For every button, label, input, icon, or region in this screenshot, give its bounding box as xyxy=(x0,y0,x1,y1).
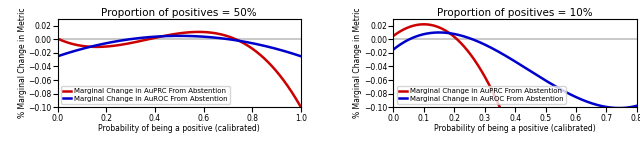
Marginal Change in AuROC From Abstention xyxy=(297,55,305,57)
Marginal Change in AuROC From Abstention xyxy=(54,55,61,57)
Marginal Change in AuROC From Abstention xyxy=(172,35,180,37)
Marginal Change in AuROC From Abstention xyxy=(616,107,623,109)
Y-axis label: % Marginal Change in Metric: % Marginal Change in Metric xyxy=(17,8,27,118)
Marginal Change in AuPRC From Abstention xyxy=(195,31,202,33)
Marginal Change in AuROC From Abstention xyxy=(626,106,634,108)
Line: Marginal Change in AuROC From Abstention: Marginal Change in AuROC From Abstention xyxy=(394,32,637,108)
Marginal Change in AuPRC From Abstention xyxy=(54,38,61,39)
Line: Marginal Change in AuPRC From Abstention: Marginal Change in AuPRC From Abstention xyxy=(394,24,637,145)
Marginal Change in AuPRC From Abstention xyxy=(166,34,173,36)
Marginal Change in AuROC From Abstention xyxy=(246,42,253,44)
Marginal Change in AuPRC From Abstention xyxy=(508,136,516,138)
Marginal Change in AuROC From Abstention xyxy=(502,55,509,57)
Marginal Change in AuPRC From Abstention xyxy=(402,28,410,29)
Line: Marginal Change in AuPRC From Abstention: Marginal Change in AuPRC From Abstention xyxy=(58,32,301,107)
Marginal Change in AuROC From Abstention xyxy=(508,59,516,60)
X-axis label: Probability of being a positive (calibrated): Probability of being a positive (calibra… xyxy=(99,124,260,133)
Marginal Change in AuPRC From Abstention xyxy=(420,23,428,25)
Marginal Change in AuPRC From Abstention xyxy=(290,95,298,96)
Line: Marginal Change in AuROC From Abstention: Marginal Change in AuROC From Abstention xyxy=(58,36,301,56)
Marginal Change in AuROC From Abstention xyxy=(166,35,173,37)
Title: Proportion of positives = 10%: Proportion of positives = 10% xyxy=(437,8,593,18)
X-axis label: Probability of being a positive (calibrated): Probability of being a positive (calibra… xyxy=(435,124,596,133)
Y-axis label: % Marginal Change in Metric: % Marginal Change in Metric xyxy=(353,8,362,118)
Marginal Change in AuROC From Abstention xyxy=(626,106,634,108)
Legend: Marginal Change in AuPRC From Abstention, Marginal Change in AuROC From Abstenti: Marginal Change in AuPRC From Abstention… xyxy=(61,86,230,104)
Legend: Marginal Change in AuPRC From Abstention, Marginal Change in AuROC From Abstenti: Marginal Change in AuPRC From Abstention… xyxy=(397,86,566,104)
Marginal Change in AuPRC From Abstention xyxy=(172,33,180,35)
Marginal Change in AuROC From Abstention xyxy=(390,49,397,50)
Marginal Change in AuPRC From Abstention xyxy=(297,106,305,108)
Marginal Change in AuROC From Abstention xyxy=(402,40,410,42)
Marginal Change in AuROC From Abstention xyxy=(66,51,74,53)
Marginal Change in AuROC From Abstention xyxy=(435,32,443,33)
Marginal Change in AuROC From Abstention xyxy=(290,53,298,55)
Marginal Change in AuROC From Abstention xyxy=(290,53,298,55)
Marginal Change in AuPRC From Abstention xyxy=(66,42,74,44)
Marginal Change in AuPRC From Abstention xyxy=(246,46,253,48)
Marginal Change in AuPRC From Abstention xyxy=(290,95,298,97)
Marginal Change in AuPRC From Abstention xyxy=(502,120,509,122)
Title: Proportion of positives = 50%: Proportion of positives = 50% xyxy=(102,8,257,18)
Marginal Change in AuROC From Abstention xyxy=(581,100,589,102)
Marginal Change in AuROC From Abstention xyxy=(633,105,640,107)
Marginal Change in AuPRC From Abstention xyxy=(390,35,397,37)
Marginal Change in AuROC From Abstention xyxy=(175,35,183,37)
